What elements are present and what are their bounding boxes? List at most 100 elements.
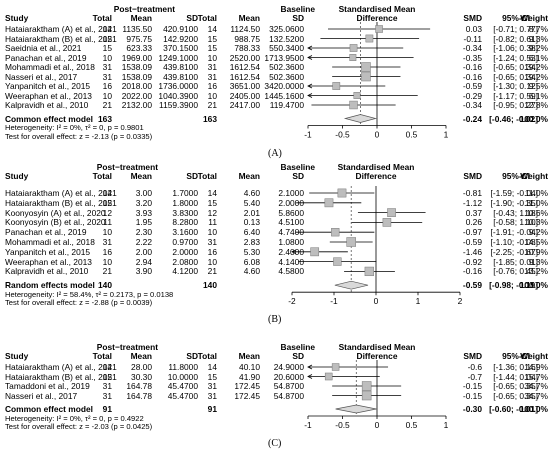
mean-baseline: 3651.00 [229,81,260,91]
pooled-diamond [343,114,377,123]
header-total2: Total [197,171,217,181]
header-group2: Baseline [280,162,315,172]
sd-treatment: 0.9700 [172,237,198,247]
sd-baseline: 4.5100 [278,217,304,228]
overall-test-text: Test for overall effect: z = -2.13 (p = … [5,131,153,141]
weight-value: 9.3% [528,33,548,44]
sd-baseline: 4.5800 [278,266,304,277]
weight-value: 10.9% [524,246,548,257]
mean-baseline: 2417.00 [229,100,260,110]
header-weight: Weight [520,13,548,23]
weight-value: 8.7% [528,24,548,34]
study-effect-box [346,237,356,247]
sd-baseline: 1445.1600 [264,90,304,101]
x-tick-label: 1 [416,296,421,306]
total-treatment: 12 [102,207,112,218]
total-baseline: 15 [207,43,217,53]
mean-treatment: 2.00 [135,246,152,257]
mean-baseline: 1612.54 [229,71,260,82]
study-name: Kalpravidh et al., 2010 [5,266,89,277]
sd-treatment: 8.2800 [172,217,198,228]
header-study: Study [5,171,29,181]
pooled-total-baseline: 163 [203,113,217,124]
total-baseline: 31 [207,71,217,82]
mean-treatment: 2.30 [135,227,152,238]
total-baseline: 21 [207,266,217,277]
ci-arrow-left [307,364,313,370]
total-baseline: 15 [207,371,217,382]
header-group2: Baseline [280,4,315,14]
smd-value: -0.59 [462,237,482,247]
sd-treatment: 45.4700 [167,390,198,401]
mean-baseline: 40.10 [239,362,260,372]
sd-baseline: 2.0000 [278,197,304,208]
study-name: Tamaddoni et al., 2019 [5,381,90,391]
study-effect-box [361,71,371,82]
total-baseline: 16 [207,81,217,91]
header-sd2: SD [292,351,304,361]
forest-plot-area: -2 -1 0 1 2 [288,186,463,306]
total-treatment: 31 [102,381,112,391]
total-baseline: 10 [207,256,217,267]
study-effect-box [349,100,358,110]
total-treatment: 10 [102,256,112,267]
study-effect-box [353,92,361,99]
x-tick-label: -1 [330,296,338,306]
mean-baseline: 172.45 [234,390,260,401]
ci-value: [-1.06; 0.38] [493,43,538,53]
study-name: Panachan et al., 2019 [5,52,87,63]
sd-treatment: 10.0000 [167,371,198,382]
sd-treatment: 1040.3900 [158,90,198,101]
weight-value: 19.2% [524,71,548,82]
mean-baseline: 6.40 [243,227,260,238]
study-name: Hataiaraktham (A) et al., 2021 [5,188,117,198]
pooled-smd: -0.30 [462,404,482,414]
mean-treatment: 623.33 [126,43,152,53]
total-treatment: 10 [102,90,112,101]
header-study: Study [5,13,29,23]
pooled-diamond [335,404,377,414]
ci-value: [-2.25; -0.67] [490,246,539,257]
pooled-total-treatment: 91 [102,404,112,414]
pooled-total-baseline: 91 [207,404,217,414]
total-baseline: 14 [207,188,217,198]
header-mean1: Mean [130,171,152,181]
header-sd1: SD [186,351,198,361]
study-effect-box [349,44,358,52]
sd-treatment: 1.7000 [172,188,198,198]
ci-arrow-left [291,249,297,255]
sd-baseline: 550.3400 [269,43,304,53]
mean-baseline: 5.40 [243,197,260,208]
sd-treatment: 420.9100 [163,24,198,34]
sd-baseline: 3420.0000 [264,81,304,91]
total-baseline: 15 [207,33,217,44]
pooled-weight: 100.0% [519,280,548,291]
overall-test-text: Test for overall effect: z = -2.03 (p = … [5,422,153,431]
total-treatment: 31 [102,390,112,401]
smd-value: -0.15 [462,390,482,401]
header-effect2: Difference [356,351,398,361]
mean-treatment: 2022.00 [121,90,152,101]
sd-treatment: 3.8300 [172,207,198,218]
header-effect: Standardised Mean [337,162,415,172]
forest-plot-area: -1 -0.5 0 0.5 1 [304,360,449,430]
header-mean2: Mean [238,351,260,361]
pooled-ci: [-0.98; -0.19] [489,280,538,291]
header-weight: Weight [520,171,548,181]
smd-value: -0.81 [462,188,482,198]
x-tick-label: -0.5 [335,420,350,430]
header-study: Study [5,351,29,361]
header-sd1: SD [186,13,198,23]
header-mean1: Mean [130,351,152,361]
header-total1: Total [92,171,112,181]
pooled-name: Common effect model [5,113,93,124]
study-effect-box [361,390,372,401]
study-effect-box [333,257,342,266]
smd-value: 0.37 [465,207,482,218]
ci-value: [-1.90; -0.35] [490,197,539,208]
smd-value: -0.34 [462,43,482,53]
study-effect-box [375,25,383,33]
pooled-weight: 100.0% [519,113,548,124]
heterogeneity-text: Heterogeneity: I² = 0%, τ² = 0, p = 0.98… [5,123,144,132]
mean-baseline: 0.13 [243,217,260,228]
